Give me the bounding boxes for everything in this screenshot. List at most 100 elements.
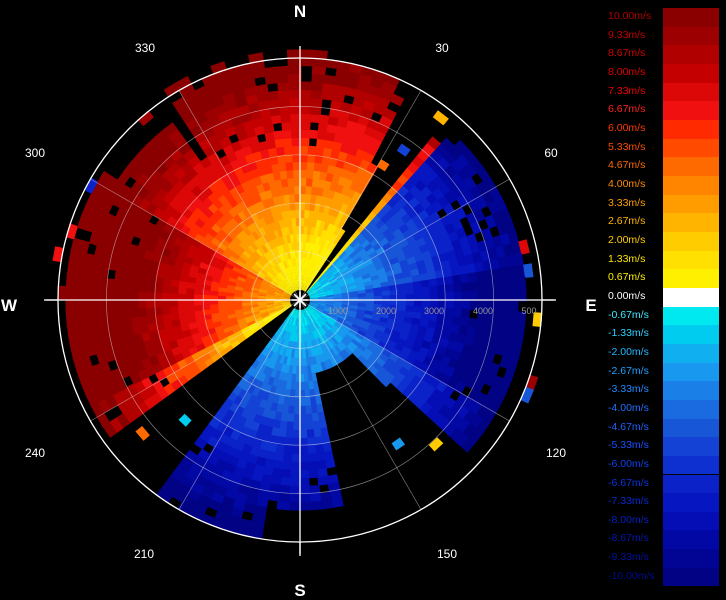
echo-cell <box>278 283 287 290</box>
echo-cell <box>248 232 257 243</box>
echo-cell <box>329 489 343 501</box>
echo-cell <box>217 295 227 300</box>
echo-cell <box>158 334 169 346</box>
echo-cell <box>288 284 295 293</box>
echo-cell <box>287 267 293 276</box>
echo-cell <box>318 336 326 346</box>
echo-cell <box>389 335 400 344</box>
echo-cell <box>201 72 218 87</box>
echo-cell <box>309 296 319 299</box>
echo-cell <box>65 310 76 325</box>
range-ring-grid <box>44 46 556 556</box>
echo-cell <box>326 350 334 360</box>
echo-cell <box>107 380 120 396</box>
echo-cell <box>273 297 283 300</box>
echo-cell <box>119 241 132 254</box>
echo-cell <box>254 219 264 229</box>
echo-cell <box>289 324 294 334</box>
echo-cell <box>316 306 325 311</box>
echo-cell <box>333 291 343 295</box>
echo-cell <box>70 345 82 361</box>
echo-cell <box>343 270 353 278</box>
echo-cell <box>312 260 318 269</box>
echo-cell <box>354 276 364 283</box>
legend-label: -10.00m/s <box>608 569 655 582</box>
echo-cell <box>178 83 196 98</box>
echo-cell <box>139 265 150 276</box>
echo-cell <box>324 287 333 293</box>
legend-entry: -4.00m/s <box>605 399 723 419</box>
echo-cell <box>271 266 279 275</box>
echo-cell <box>313 227 320 237</box>
echo-cell <box>316 273 324 281</box>
echo-cell <box>214 344 225 354</box>
legend-swatch <box>663 549 719 568</box>
echo-cell <box>259 267 268 276</box>
echo-cell <box>317 300 327 303</box>
velocity-echo-layer <box>52 49 543 540</box>
echo-cell <box>288 485 300 495</box>
echo-cell <box>306 332 311 342</box>
echo-cell <box>260 243 269 254</box>
echo-cell <box>413 306 423 314</box>
echo-cell <box>304 405 312 415</box>
echo-cell <box>115 413 131 429</box>
echo-cell <box>317 297 327 300</box>
echo-cell <box>285 287 293 294</box>
echo-cell <box>318 491 332 502</box>
echo-cell <box>98 266 109 280</box>
echo-cell <box>290 333 295 343</box>
azimuth-spoke <box>299 178 510 301</box>
echo-cell <box>302 349 307 359</box>
echo-cell <box>270 114 283 125</box>
echo-cell <box>233 305 243 311</box>
echo-cell <box>357 343 367 353</box>
echo-cell <box>246 214 256 225</box>
echo-cell <box>273 295 283 299</box>
echo-cell <box>372 129 386 142</box>
echo-cell <box>274 138 285 148</box>
echo-cell <box>73 298 83 312</box>
echo-cell <box>74 321 85 336</box>
echo-cell <box>160 481 177 497</box>
echo-cell <box>251 230 261 241</box>
echo-cell <box>237 200 248 212</box>
echo-cell <box>228 336 238 345</box>
echo-cell <box>357 262 367 271</box>
echo-cell <box>318 114 331 125</box>
echo-cell <box>294 381 300 391</box>
echo-cell <box>259 382 268 393</box>
echo-cell <box>254 83 269 95</box>
echo-cell <box>340 212 350 223</box>
echo-cell <box>300 153 309 163</box>
echo-cell <box>300 113 312 123</box>
echo-cell <box>275 264 282 273</box>
echo-cell <box>296 357 300 367</box>
echo-cell <box>288 225 294 235</box>
echo-cell <box>306 324 311 334</box>
echo-cell <box>212 271 223 279</box>
echo-cell <box>346 247 356 257</box>
echo-cell <box>277 253 284 263</box>
legend-entry: 9.33m/s <box>605 26 723 46</box>
echo-cell <box>466 326 477 339</box>
echo-cell <box>298 469 310 479</box>
echo-cell <box>202 250 213 261</box>
echo-cell <box>300 49 315 59</box>
echo-cell <box>419 401 433 415</box>
echo-cell <box>265 358 274 369</box>
echo-cell <box>453 283 463 293</box>
echo-cell <box>417 266 428 276</box>
echo-cell <box>281 347 288 357</box>
echo-cell <box>301 281 303 291</box>
echo-cell <box>250 241 259 251</box>
echo-cell <box>330 280 339 287</box>
echo-cell <box>284 277 291 286</box>
echo-cell <box>274 254 282 264</box>
legend-swatch <box>663 399 719 419</box>
echo-cell <box>360 239 371 249</box>
legend-swatch <box>663 287 719 307</box>
echo-cell <box>377 340 388 350</box>
echo-cell <box>357 289 367 295</box>
echo-cell <box>369 270 379 278</box>
